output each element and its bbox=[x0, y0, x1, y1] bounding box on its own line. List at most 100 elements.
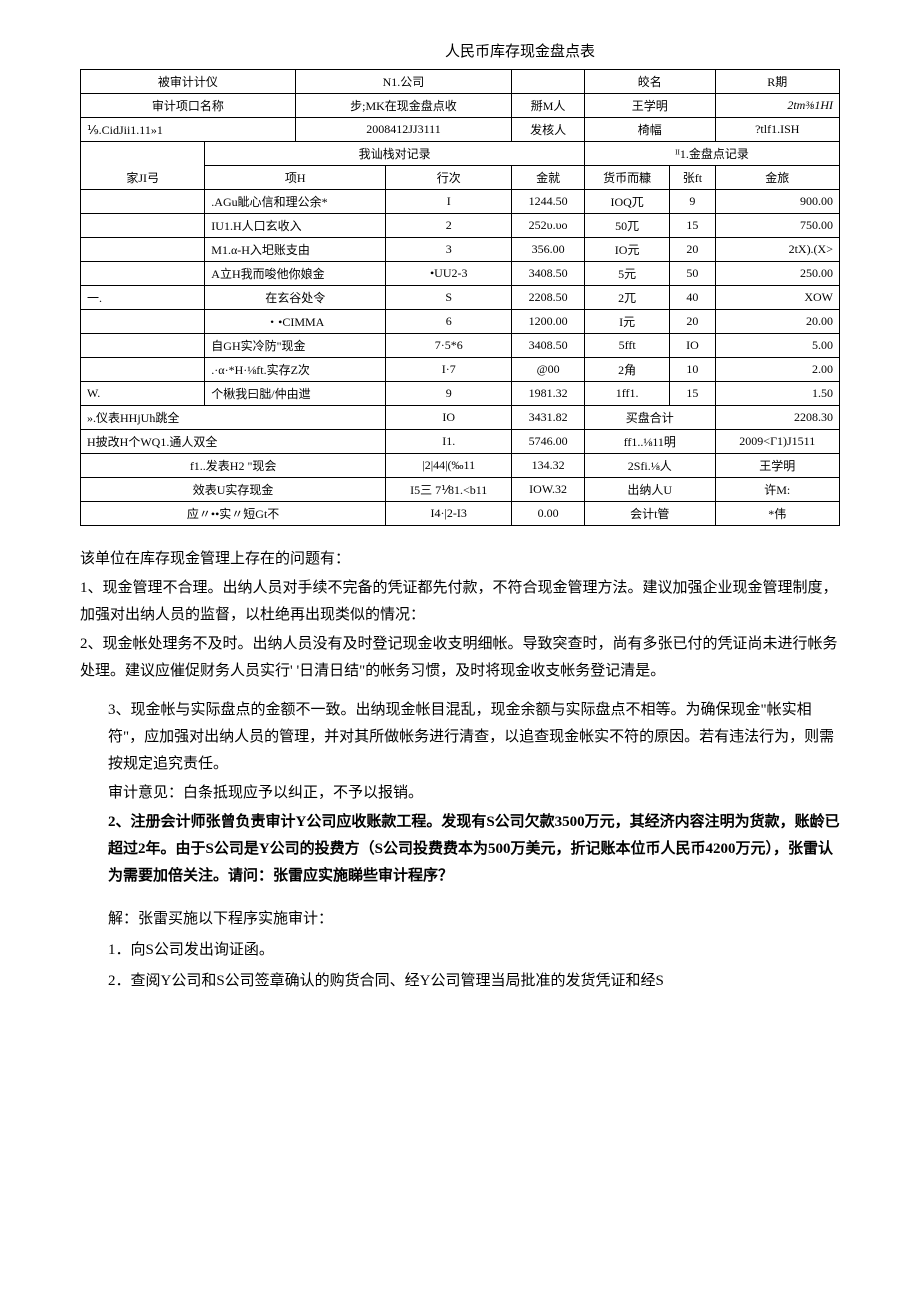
cell: ».仪表HHjUh跳全 bbox=[81, 406, 386, 430]
cell: 2 bbox=[386, 214, 512, 238]
body-text: 该单位在库存现金管理上存在的问题有： 1、现金管理不合理。出纳人员对手续不完备的… bbox=[80, 546, 840, 995]
cell: 椅幅 bbox=[584, 118, 715, 142]
cell: 审计项口名称 bbox=[81, 94, 296, 118]
cell: 9 bbox=[670, 190, 715, 214]
cell: I bbox=[386, 190, 512, 214]
cell bbox=[81, 214, 205, 238]
cell: 50 bbox=[670, 262, 715, 286]
cell: 2.00 bbox=[715, 358, 839, 382]
table-row: f1..发表H2 "现会|2|44|(‰11134.322Sfi.⅛人王学明 bbox=[81, 454, 840, 478]
cell bbox=[81, 310, 205, 334]
header-row-3: ⅑.CidJii1.11»1 2008412JJ3111 发核人 椅幅 ?tlf… bbox=[81, 118, 840, 142]
cell: 会计t管 bbox=[584, 502, 715, 526]
cell: 1.50 bbox=[715, 382, 839, 406]
paragraph-bold: 2、注册会计师张曾负责审计Y公司应收账款工程。发现有S公司欠款3500万元，其经… bbox=[108, 809, 840, 890]
cell: 2tX).(X> bbox=[715, 238, 839, 262]
cell: 我讪栈对记录 bbox=[205, 142, 585, 166]
paragraph: 1．向S公司发出询证函。 bbox=[108, 937, 840, 964]
cash-inventory-table: 被审计计仪 N1.公司 皎名 R期 审计项口名称 步;MK在现金盘点收 掰M人 … bbox=[80, 69, 840, 526]
cell: 1ff1. bbox=[584, 382, 669, 406]
cell: 15 bbox=[670, 214, 715, 238]
table-row: IU1.H人口玄收入2252υ.υo50兀15750.00 bbox=[81, 214, 840, 238]
cell: 40 bbox=[670, 286, 715, 310]
table-row: M1.α-H入圯账支由3356.00IO元202tX).(X> bbox=[81, 238, 840, 262]
cell: •UU2-3 bbox=[386, 262, 512, 286]
cell: R期 bbox=[715, 70, 839, 94]
cell: 发核人 bbox=[512, 118, 585, 142]
cell: 5.00 bbox=[715, 334, 839, 358]
cell: *伟 bbox=[715, 502, 839, 526]
cell bbox=[81, 358, 205, 382]
cell: 效表U实存现金 bbox=[81, 478, 386, 502]
cell: 50兀 bbox=[584, 214, 669, 238]
cell: 3408.50 bbox=[512, 262, 585, 286]
cell: IOQ兀 bbox=[584, 190, 669, 214]
cell: 5fft bbox=[584, 334, 669, 358]
cell: 900.00 bbox=[715, 190, 839, 214]
cell: 134.32 bbox=[512, 454, 585, 478]
cell: 张ft bbox=[670, 166, 715, 190]
cell: IU1.H人口玄收入 bbox=[205, 214, 386, 238]
cell: 皎名 bbox=[584, 70, 715, 94]
table-row: W.个楸我曰朏/仲由迣91981.321ff1.151.50 bbox=[81, 382, 840, 406]
cell: 买盘合计 bbox=[584, 406, 715, 430]
cell: 252υ.υo bbox=[512, 214, 585, 238]
cell: IO bbox=[386, 406, 512, 430]
table-row: ・•CIMMA61200.00I元2020.00 bbox=[81, 310, 840, 334]
table-title: 人民币库存现金盘点表 bbox=[200, 40, 840, 61]
cell: 10 bbox=[670, 358, 715, 382]
cell: 一. bbox=[81, 286, 205, 310]
cell: f1..发表H2 "现会 bbox=[81, 454, 386, 478]
cell: 行次 bbox=[386, 166, 512, 190]
cell: |2|44|(‰11 bbox=[386, 454, 512, 478]
paragraph: 审计意见：白条抵现应予以纠正，不予以报销。 bbox=[108, 780, 840, 807]
header-row-1: 被审计计仪 N1.公司 皎名 R期 bbox=[81, 70, 840, 94]
cell: ?tlf1.ISH bbox=[715, 118, 839, 142]
table-row: ».仪表HHjUh跳全IO3431.82买盘合计2208.30 bbox=[81, 406, 840, 430]
cell: 1981.32 bbox=[512, 382, 585, 406]
cell: I5三 7⅟81.<b11 bbox=[386, 478, 512, 502]
cell: 6 bbox=[386, 310, 512, 334]
table-row: H披改H个WQ1.通人双全I1.5746.00ff1..⅛11明2009<Γ1)… bbox=[81, 430, 840, 454]
cell: 项H bbox=[205, 166, 386, 190]
table-row: .·α·*H·⅛ft.实存Z次I·7@002角102.00 bbox=[81, 358, 840, 382]
cell bbox=[81, 190, 205, 214]
header-row-2: 审计项口名称 步;MK在现金盘点收 掰M人 王学明 2tm⅜1HI bbox=[81, 94, 840, 118]
cell: IOW.32 bbox=[512, 478, 585, 502]
cell: 家JI弓 bbox=[81, 142, 205, 190]
cell: 出纳人U bbox=[584, 478, 715, 502]
table-row: 应〃••实〃短Gt不I4·|2-I30.00会计t管*伟 bbox=[81, 502, 840, 526]
cell: S bbox=[386, 286, 512, 310]
cell: 2208.50 bbox=[512, 286, 585, 310]
cell: ᴵᴵ1.金盘点记录 bbox=[584, 142, 839, 166]
cell: 应〃••实〃短Gt不 bbox=[81, 502, 386, 526]
section-header-row: 家JI弓 我讪栈对记录 ᴵᴵ1.金盘点记录 bbox=[81, 142, 840, 166]
table-row: 效表U实存现金I5三 7⅟81.<b11IOW.32出纳人U许M: bbox=[81, 478, 840, 502]
cell: 5元 bbox=[584, 262, 669, 286]
cell bbox=[81, 262, 205, 286]
cell: 2角 bbox=[584, 358, 669, 382]
cell: 2009<Γ1)J1511 bbox=[715, 430, 839, 454]
cell: 许M: bbox=[715, 478, 839, 502]
cell: IO bbox=[670, 334, 715, 358]
cell: 7·5*6 bbox=[386, 334, 512, 358]
cell: 3 bbox=[386, 238, 512, 262]
cell: M1.α-H入圯账支由 bbox=[205, 238, 386, 262]
paragraph: 2、现金帐处理务不及时。出纳人员没有及时登记现金收支明细帐。导致突查时，尚有多张… bbox=[80, 631, 840, 685]
cell: 2Sfi.⅛人 bbox=[584, 454, 715, 478]
paragraph: 2．查阅Y公司和S公司签章确认的购货合同、经Y公司管理当局批准的发货凭证和经S bbox=[108, 968, 840, 995]
cell: XOW bbox=[715, 286, 839, 310]
cell: 被审计计仪 bbox=[81, 70, 296, 94]
cell: 步;MK在现金盘点收 bbox=[295, 94, 512, 118]
cell: 1200.00 bbox=[512, 310, 585, 334]
cell: .AGu眦心信和理公余* bbox=[205, 190, 386, 214]
table-row: 一.在玄谷处令S2208.502兀40XOW bbox=[81, 286, 840, 310]
cell: .·α·*H·⅛ft.实存Z次 bbox=[205, 358, 386, 382]
cell: 个楸我曰朏/仲由迣 bbox=[205, 382, 386, 406]
cell: 2兀 bbox=[584, 286, 669, 310]
cell: ・•CIMMA bbox=[205, 310, 386, 334]
cell: 王学明 bbox=[584, 94, 715, 118]
cell: 掰M人 bbox=[512, 94, 585, 118]
cell: 250.00 bbox=[715, 262, 839, 286]
table-row: A立H我而唆他你娘金•UU2-33408.505元50250.00 bbox=[81, 262, 840, 286]
